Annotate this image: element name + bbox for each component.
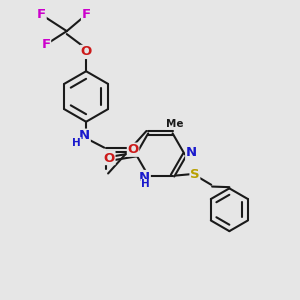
Text: F: F [37, 8, 46, 21]
Text: O: O [128, 143, 139, 156]
Text: O: O [104, 152, 115, 164]
Text: O: O [80, 45, 92, 58]
Text: Me: Me [166, 119, 184, 129]
Text: S: S [190, 168, 200, 181]
Text: F: F [82, 8, 91, 21]
Text: H: H [72, 138, 81, 148]
Text: H: H [141, 179, 150, 190]
Text: N: N [186, 146, 197, 160]
Text: N: N [139, 171, 150, 184]
Text: N: N [79, 129, 90, 142]
Text: F: F [41, 38, 50, 51]
